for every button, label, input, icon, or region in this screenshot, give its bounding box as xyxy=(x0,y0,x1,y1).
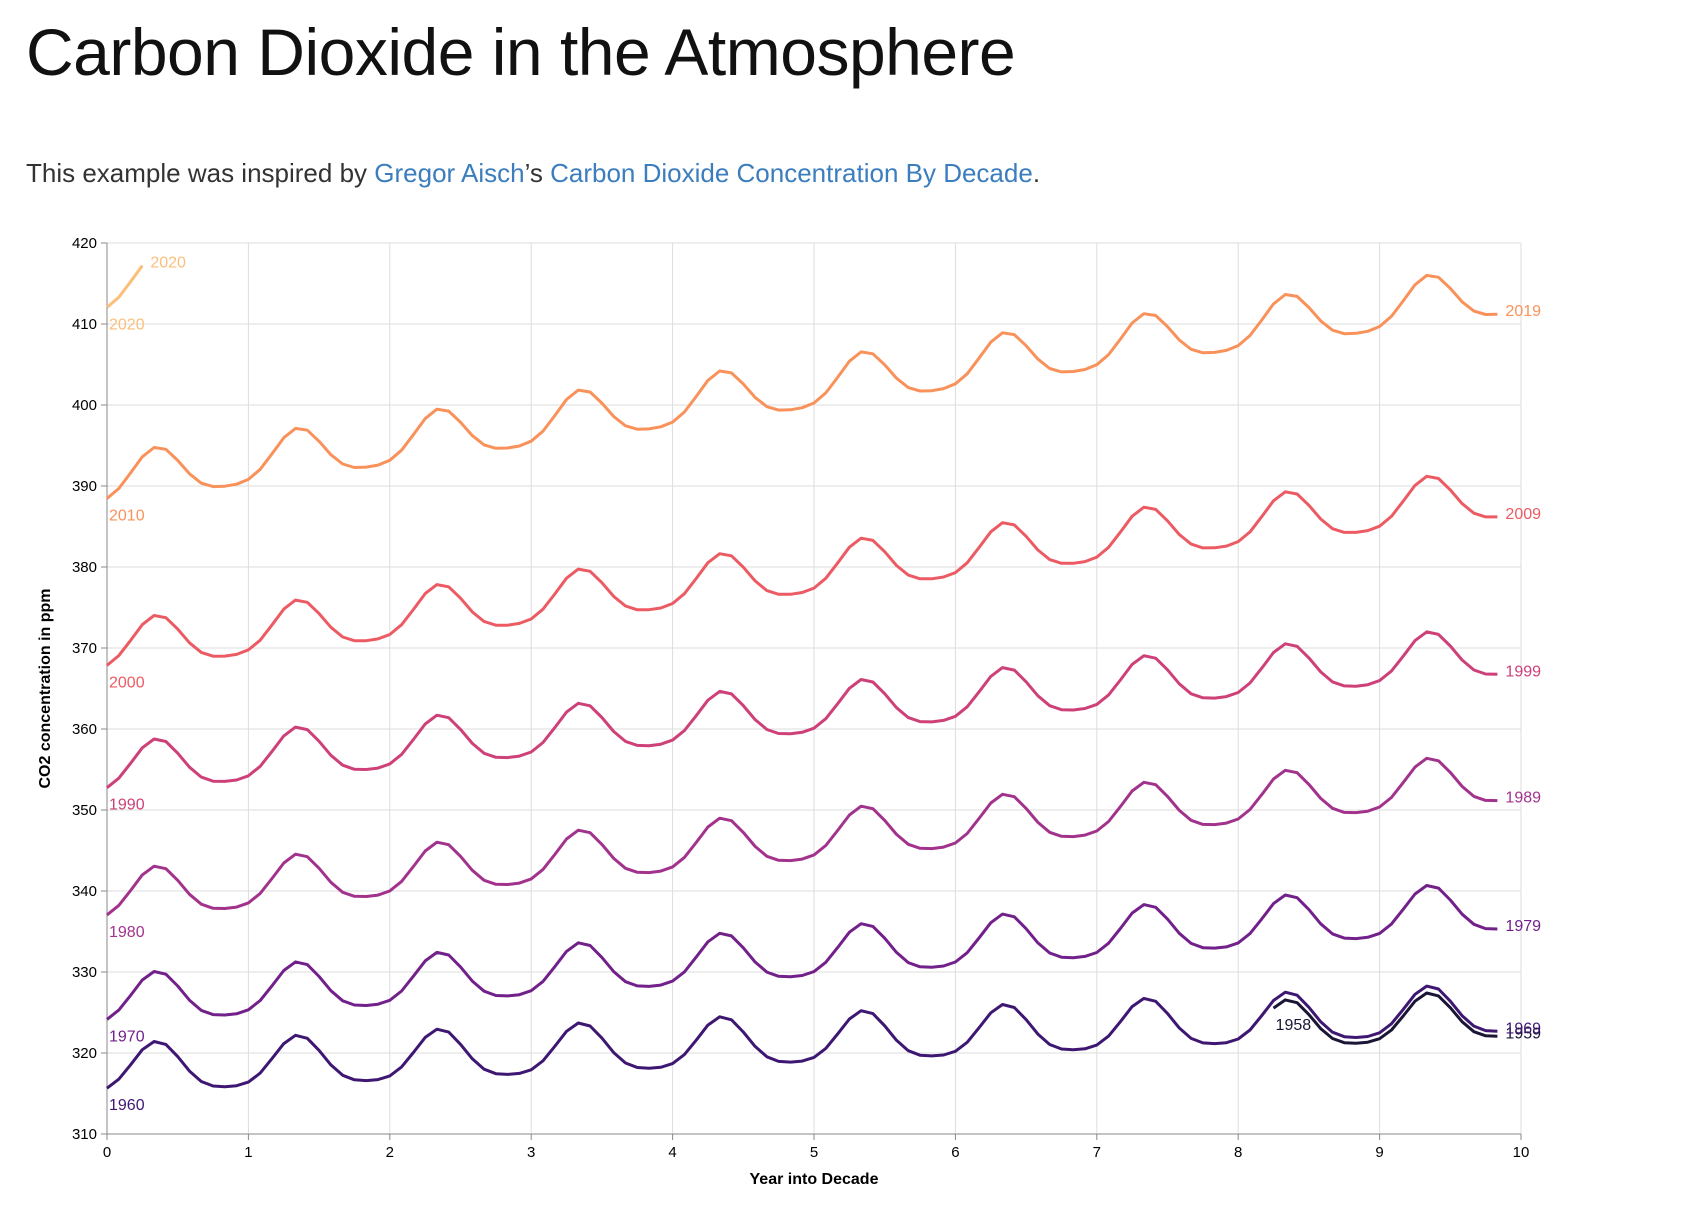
series-line-2010s xyxy=(106,273,1498,500)
x-tick-label: 5 xyxy=(810,1144,818,1161)
series-line-2020s xyxy=(106,264,144,309)
series-end-label: 1959 xyxy=(1505,1025,1541,1042)
x-tick-label: 7 xyxy=(1093,1144,1101,1161)
x-tick-label: 2 xyxy=(386,1144,394,1161)
series-start-label: 1958 xyxy=(1276,1017,1312,1034)
grid xyxy=(106,242,1522,1135)
series-line-1970s xyxy=(106,884,1498,1021)
y-tick-label: 410 xyxy=(72,316,97,333)
x-tick-label: 9 xyxy=(1375,1144,1383,1161)
series-line-1960s xyxy=(106,984,1498,1090)
series-start-label: 2000 xyxy=(109,674,145,691)
series-start-label: 1990 xyxy=(109,797,145,814)
series-start-label: 2010 xyxy=(109,508,145,525)
series-lines xyxy=(106,264,1498,1090)
x-tick-label: 10 xyxy=(1513,1144,1530,1161)
x-tick-label: 4 xyxy=(668,1144,676,1161)
co2-line-chart: Year into Decade CO2 concentration in pp… xyxy=(37,235,1541,1188)
y-tick-label: 340 xyxy=(72,883,97,900)
series-start-label: 1960 xyxy=(109,1097,145,1114)
x-tick-label: 6 xyxy=(951,1144,959,1161)
x-tick-label: 1 xyxy=(244,1144,252,1161)
y-tick-label: 390 xyxy=(72,478,97,495)
y-tick-label: 400 xyxy=(72,397,97,414)
y-tick-label: 310 xyxy=(72,1126,97,1143)
series-end-label: 2020 xyxy=(150,255,186,272)
y-tick-label: 380 xyxy=(72,559,97,576)
series-end-label: 2009 xyxy=(1505,506,1541,523)
series-end-label: 1989 xyxy=(1505,790,1541,807)
series-end-label: 1979 xyxy=(1505,918,1541,935)
co2-concentration-by-decade-link[interactable]: Carbon Dioxide Concentration By Decade xyxy=(550,158,1033,188)
series-line-1950s xyxy=(1272,991,1498,1045)
y-tick-label: 350 xyxy=(72,802,97,819)
series-start-label: 2020 xyxy=(109,316,145,333)
page-title: Carbon Dioxide in the Atmosphere xyxy=(26,15,1016,89)
gregor-aisch-link[interactable]: Gregor Aisch xyxy=(374,158,525,188)
series-line-1980s xyxy=(106,756,1498,917)
x-tick-label: 0 xyxy=(103,1144,111,1161)
axes: Year into Decade CO2 concentration in pp… xyxy=(37,235,1529,1188)
series-end-label: 1999 xyxy=(1505,663,1541,680)
x-tick-label: 8 xyxy=(1234,1144,1242,1161)
intro-suffix: . xyxy=(1032,158,1041,188)
y-tick-label: 370 xyxy=(72,640,97,657)
y-tick-label: 330 xyxy=(72,964,97,981)
intro-possessive: ’s xyxy=(524,158,551,188)
x-axis-title: Year into Decade xyxy=(750,1171,879,1188)
series-end-label: 1969 xyxy=(1505,1020,1541,1037)
intro-text: This example was inspired by Gregor Aisc… xyxy=(26,158,1040,189)
series-start-label: 1980 xyxy=(109,924,145,941)
series-labels: 1958 1959 1960 1969 1970 1979 1980 1989 1990 1999… xyxy=(109,255,1541,1115)
y-tick-label: 360 xyxy=(72,721,97,738)
series-end-label: 2019 xyxy=(1505,303,1541,320)
series-start-label: 1970 xyxy=(109,1028,145,1045)
intro-prefix: This example was inspired by xyxy=(26,158,375,188)
series-line-1990s xyxy=(106,630,1498,789)
y-axis-title: CO2 concentration in ppm xyxy=(37,588,54,788)
y-tick-label: 420 xyxy=(72,235,97,252)
series-line-2000s xyxy=(106,474,1498,667)
y-tick-label: 320 xyxy=(72,1045,97,1062)
x-tick-label: 3 xyxy=(527,1144,535,1161)
